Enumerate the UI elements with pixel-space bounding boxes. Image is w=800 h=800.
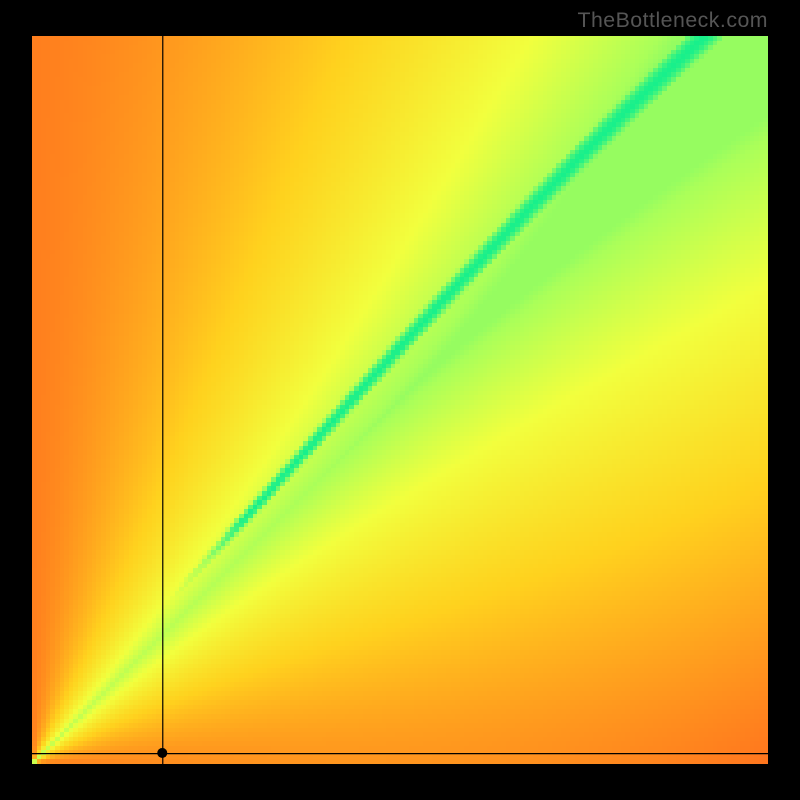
chart-frame: TheBottleneck.com — [0, 0, 800, 800]
watermark-text: TheBottleneck.com — [577, 8, 768, 33]
marker-overlay — [32, 36, 768, 764]
